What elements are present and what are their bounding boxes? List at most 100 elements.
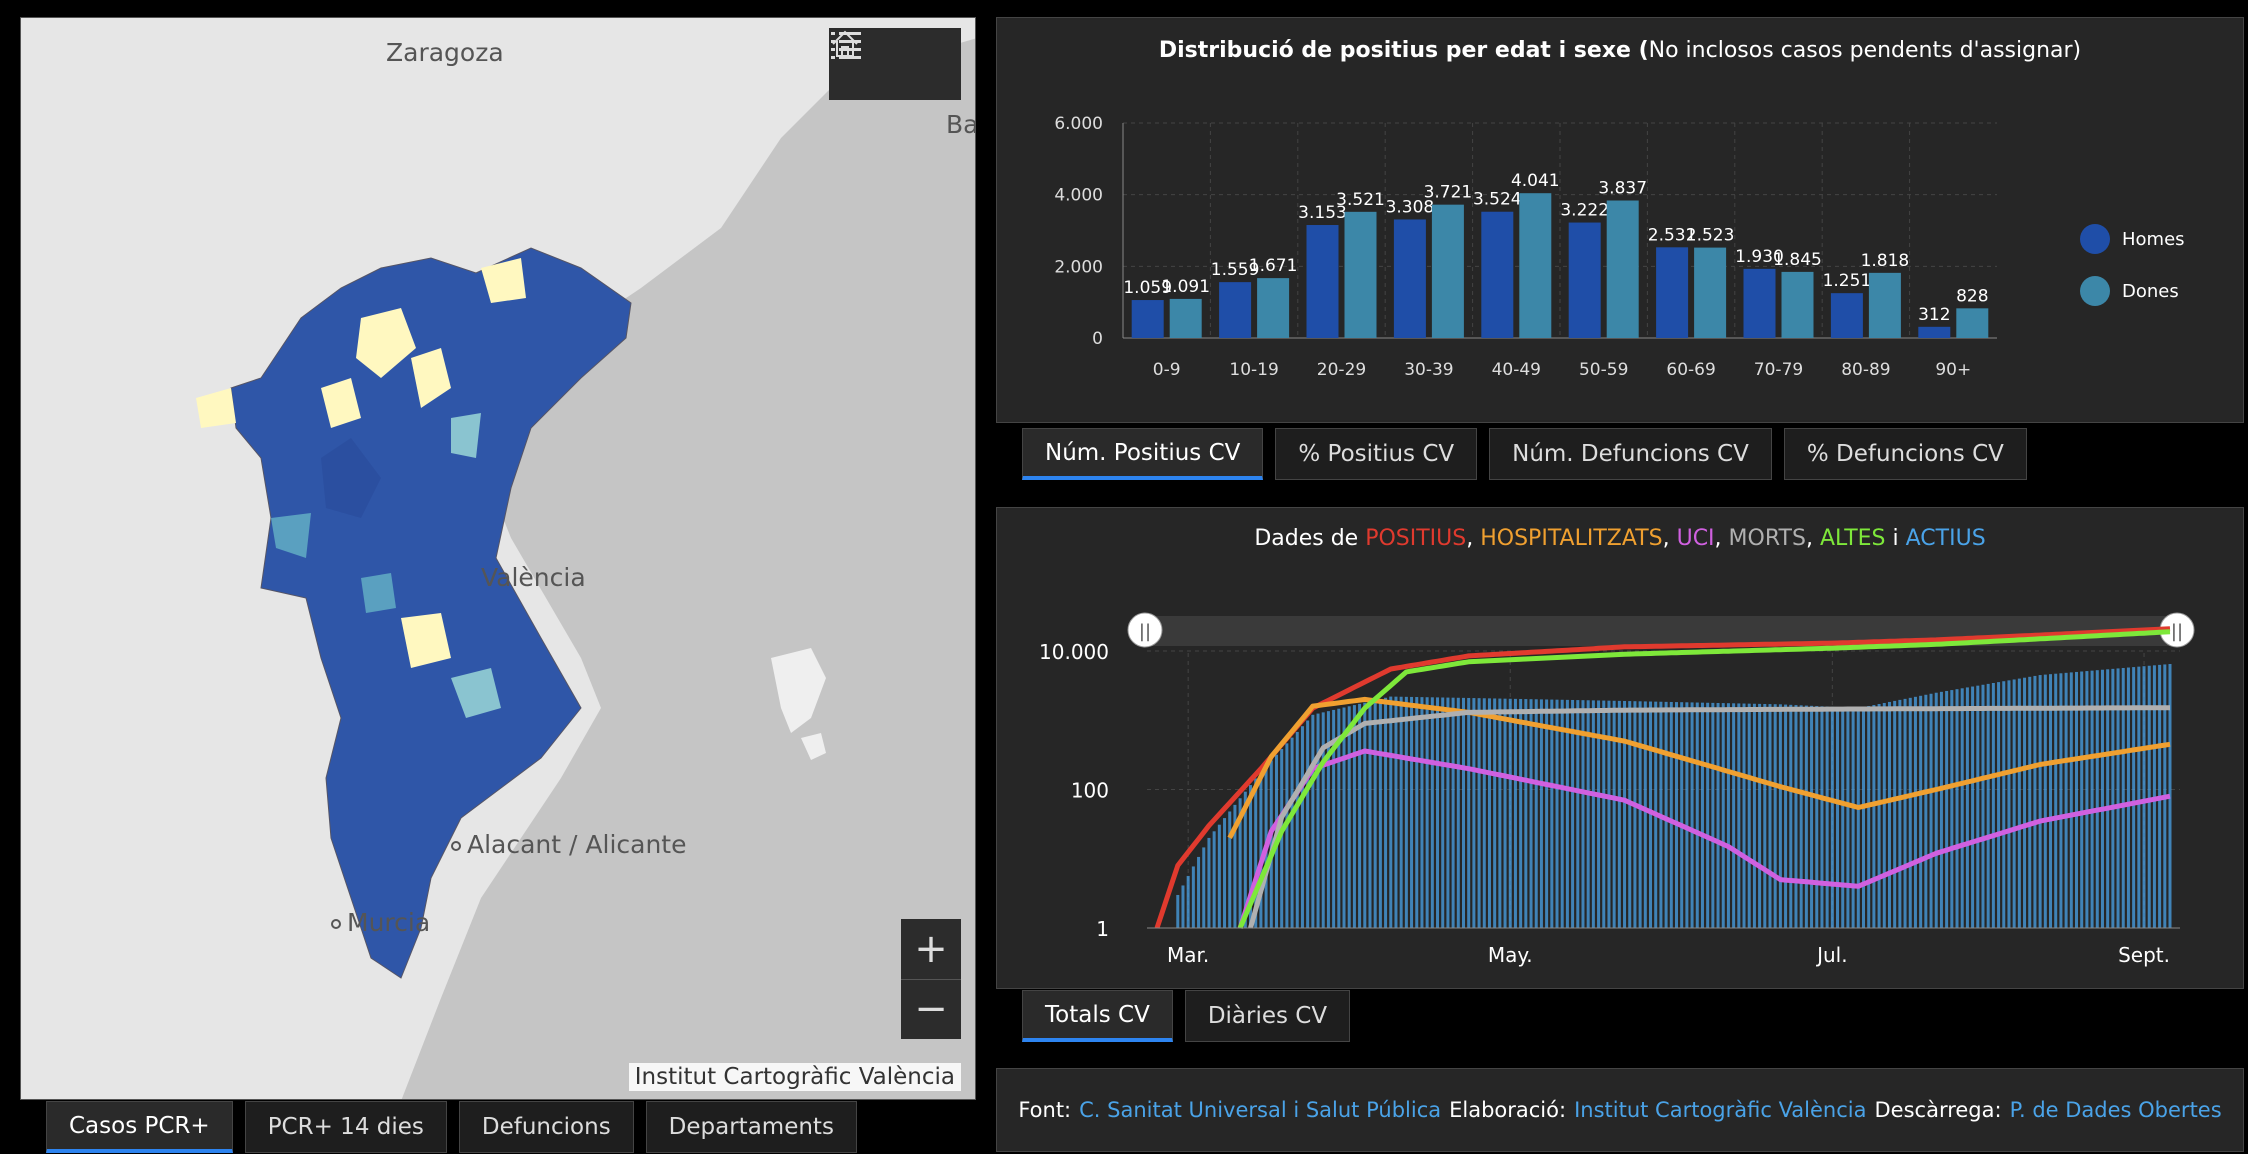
bar-actius	[1259, 771, 1263, 928]
bar-actius	[2074, 671, 2078, 928]
bar-actius	[1700, 702, 1704, 928]
data-label: 3.153	[1298, 203, 1347, 223]
tab-casos-pcr[interactable]: Casos PCR+	[46, 1101, 233, 1153]
bar-actius	[1991, 683, 1995, 928]
bar-actius	[1228, 811, 1232, 928]
map-canvas[interactable]	[21, 18, 976, 1100]
x-tick-label: 50-59	[1579, 360, 1628, 380]
city-label-zaragoza: Zaragoza	[386, 38, 504, 67]
zoom-in-button[interactable]: +	[914, 925, 948, 972]
bar-actius	[1887, 701, 1891, 928]
region-patch	[321, 378, 361, 428]
bar-actius	[1560, 699, 1564, 928]
bar-actius	[1280, 749, 1284, 928]
bar-actius	[1908, 697, 1912, 928]
data-label: 312	[1918, 305, 1950, 325]
bar-actius	[1773, 704, 1777, 928]
bar-actius	[1519, 698, 1523, 928]
bar-actius	[1929, 693, 1933, 928]
age-bar-chart: 02.0004.0006.0000-91.0591.09110-191.5591…	[1054, 114, 1997, 380]
x-tick-label: 40-49	[1492, 360, 1541, 380]
time-title-part: ACTIUS	[1905, 526, 1986, 551]
bar-dones	[1606, 200, 1639, 338]
bar-homes	[1481, 211, 1514, 338]
tab-num-defuncions[interactable]: Núm. Defuncions CV	[1489, 428, 1772, 480]
tab-departaments[interactable]: Departaments	[645, 1101, 857, 1153]
bar-actius	[1939, 691, 1943, 928]
bar-actius	[1971, 686, 1975, 928]
bar-actius	[1555, 699, 1559, 928]
bar-actius	[1415, 697, 1419, 928]
bar-actius	[1768, 704, 1772, 928]
data-label: 1.845	[1773, 250, 1822, 270]
bar-actius	[1461, 697, 1465, 928]
x-tick-label: 70-79	[1754, 360, 1803, 380]
bar-actius	[1306, 720, 1310, 928]
bar-actius	[1539, 699, 1543, 928]
bar-actius	[1893, 700, 1897, 928]
x-tick-label: 60-69	[1666, 360, 1715, 380]
bar-actius	[1441, 697, 1445, 928]
y-tick-label: 2.000	[1054, 257, 1103, 277]
bar-actius	[1877, 703, 1881, 928]
map-attribution: Institut Cartogràfic València	[628, 1063, 961, 1091]
tab-num-positius[interactable]: Núm. Positius CV	[1022, 428, 1264, 480]
bar-actius	[1487, 698, 1491, 928]
city-label-alicante: Alacant / Alicante	[451, 830, 686, 859]
footer-elab-label: Elaboració:	[1449, 1098, 1567, 1122]
bar-actius	[1607, 700, 1611, 928]
region-patch	[451, 668, 501, 718]
tab-pct-defuncions[interactable]: % Defuncions CV	[1783, 428, 2027, 480]
map-view[interactable]: Zaragoza València Alacant / Alicante Mur…	[20, 17, 976, 1100]
data-label: 1.559	[1211, 260, 1260, 280]
bar-actius	[2142, 666, 2146, 928]
bar-actius	[1529, 699, 1533, 928]
tab-defuncions[interactable]: Defuncions	[458, 1101, 634, 1153]
bar-dones	[1169, 298, 1202, 338]
link-dades-obertes[interactable]: P. de Dades Obertes	[2009, 1098, 2222, 1122]
bar-homes	[1743, 268, 1776, 338]
bar-actius	[1737, 703, 1741, 928]
bar-actius	[1410, 696, 1414, 928]
bar-actius	[1477, 698, 1481, 928]
bar-actius	[1934, 692, 1938, 928]
tab-pcr-14-dies[interactable]: PCR+ 14 dies	[244, 1101, 447, 1153]
bar-actius	[1711, 702, 1715, 928]
bar-actius	[1503, 698, 1507, 928]
range-slider-handle-left	[1127, 612, 1163, 648]
tab-totals-cv[interactable]: Totals CV	[1022, 990, 1173, 1042]
bar-actius	[2126, 667, 2130, 928]
bar-actius	[2017, 678, 2021, 928]
bar-actius	[1217, 824, 1221, 928]
bar-actius	[1243, 791, 1247, 928]
time-line-chart[interactable]: || || 10.000 100 1 Mar. May. Jul. Sept.	[997, 508, 2245, 990]
bar-actius	[1467, 697, 1471, 928]
link-sanitat[interactable]: C. Sanitat Universal i Salut Pública	[1079, 1098, 1442, 1122]
bar-actius	[1368, 701, 1372, 928]
tab-diaries-cv[interactable]: Diàries CV	[1184, 990, 1351, 1042]
zoom-out-button[interactable]: −	[901, 978, 961, 1040]
bar-actius	[1919, 695, 1923, 928]
bar-actius	[1804, 705, 1808, 928]
region-patch	[321, 438, 381, 518]
tab-pct-positius[interactable]: % Positius CV	[1275, 428, 1478, 480]
bar-actius	[2132, 667, 2136, 928]
time-chart-title: Dades de POSITIUS, HOSPITALITZATS, UCI, …	[997, 526, 2243, 551]
bar-actius	[1721, 703, 1725, 928]
bar-dones	[1344, 211, 1377, 338]
bar-actius	[1726, 703, 1730, 928]
bar-actius	[2054, 673, 2058, 928]
legend-list-icon[interactable]	[831, 32, 948, 84]
x-tick-label: 10-19	[1229, 360, 1278, 380]
data-label: 1.059	[1123, 278, 1172, 298]
legend-dones-label: Dones	[2122, 280, 2179, 302]
bar-actius	[1763, 703, 1767, 928]
data-label: 1.091	[1161, 277, 1210, 297]
bar-actius	[2023, 677, 2027, 928]
link-icv[interactable]: Institut Cartogràfic València	[1574, 1098, 1867, 1122]
legend-homes-swatch	[2080, 224, 2110, 254]
legend-homes[interactable]: Homes	[2080, 224, 2185, 254]
island	[801, 733, 826, 760]
legend-dones[interactable]: Dones	[2080, 276, 2179, 306]
bar-actius	[1633, 701, 1637, 928]
